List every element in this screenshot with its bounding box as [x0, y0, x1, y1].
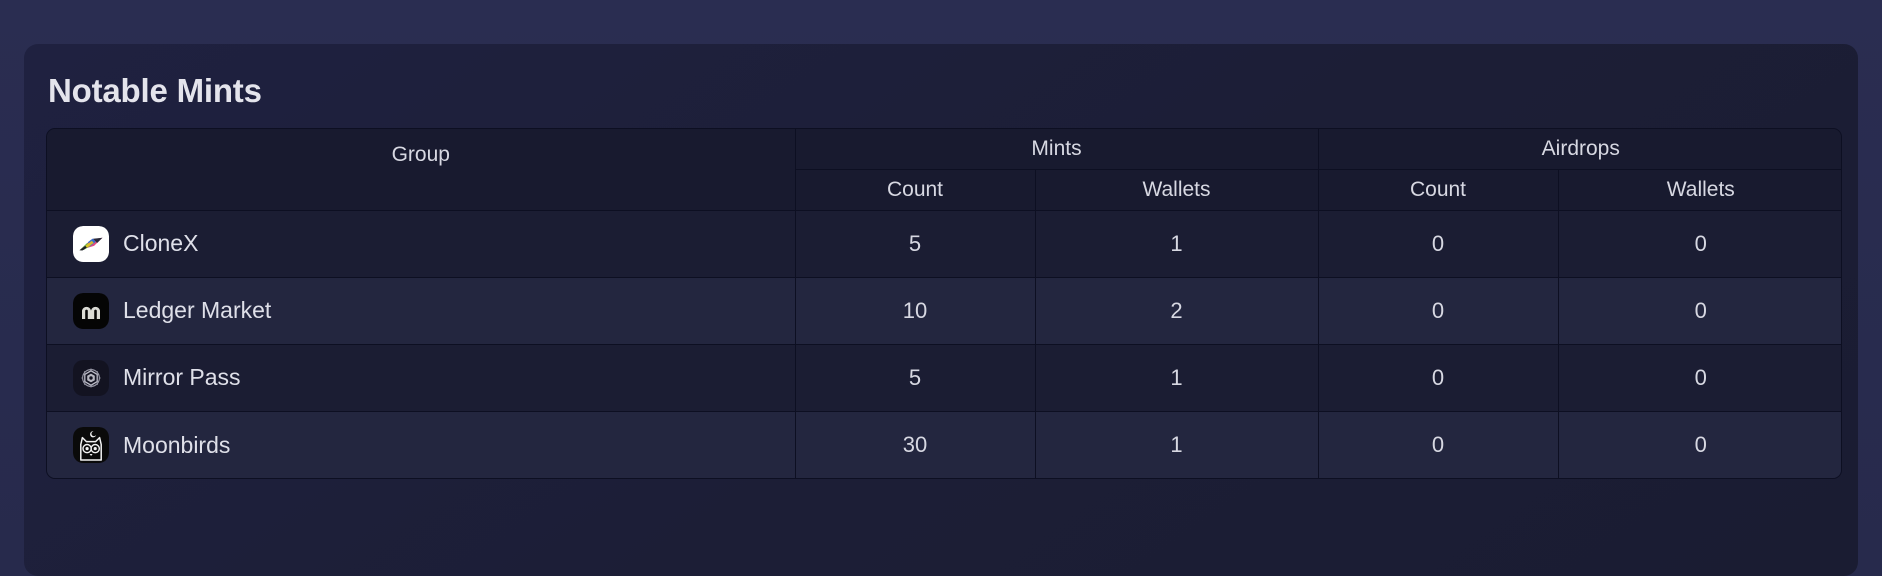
- column-header-airdrops-wallets[interactable]: Wallets: [1558, 169, 1841, 211]
- cell-airdrops-wallets: 0: [1558, 277, 1841, 345]
- cell-airdrops-wallets: 0: [1558, 210, 1841, 278]
- cell-airdrops-wallets: 0: [1558, 411, 1841, 479]
- table-header-row-sub: Count Wallets Count Wallets: [47, 169, 1841, 211]
- cell-airdrops-count: 0: [1318, 411, 1559, 479]
- clonex-avatar-icon: [73, 225, 109, 262]
- table-body: CloneX 5 1 0 0: [47, 210, 1841, 479]
- group-name-label: Mirror Pass: [123, 364, 241, 391]
- notable-mints-table: Group Mints Airdrops Count Wallets Count…: [47, 128, 1841, 479]
- notable-mints-table-container: Group Mints Airdrops Count Wallets Count…: [46, 127, 1842, 480]
- table-head: Group Mints Airdrops Count Wallets Count…: [47, 128, 1841, 211]
- column-header-group[interactable]: Group: [47, 128, 796, 211]
- moonbirds-avatar-icon: [73, 427, 109, 464]
- cell-group: CloneX: [47, 210, 796, 278]
- column-header-mints-wallets[interactable]: Wallets: [1035, 169, 1319, 211]
- cell-mints-wallets: 1: [1035, 344, 1319, 412]
- cell-group: Mirror Pass: [47, 344, 796, 412]
- cell-mints-count: 5: [795, 344, 1036, 412]
- column-header-mints-count[interactable]: Count: [795, 169, 1036, 211]
- cell-airdrops-count: 0: [1318, 277, 1559, 345]
- cell-airdrops-count: 0: [1318, 344, 1559, 412]
- column-group-header-airdrops: Airdrops: [1318, 128, 1841, 170]
- cell-mints-count: 10: [795, 277, 1036, 345]
- table-row[interactable]: Mirror Pass 5 1 0 0: [47, 344, 1841, 412]
- table-row[interactable]: Moonbirds 30 1 0 0: [47, 411, 1841, 479]
- table-row[interactable]: Ledger Market 10 2 0 0: [47, 277, 1841, 345]
- cell-group: Ledger Market: [47, 277, 796, 345]
- notable-mints-card: Notable Mints Group Mints Airdrops: [24, 44, 1858, 576]
- cell-mints-count: 5: [795, 210, 1036, 278]
- group-name-label: Moonbirds: [123, 431, 231, 458]
- ledger-market-avatar-icon: [73, 292, 109, 329]
- cell-mints-wallets: 1: [1035, 411, 1319, 479]
- cell-mints-count: 30: [795, 411, 1036, 479]
- column-group-header-mints: Mints: [795, 128, 1319, 170]
- group-name-label: Ledger Market: [123, 297, 272, 324]
- mirror-pass-avatar-icon: [73, 359, 109, 396]
- group-name-label: CloneX: [123, 230, 199, 257]
- cell-mints-wallets: 2: [1035, 277, 1319, 345]
- page-title: Notable Mints: [48, 72, 262, 109]
- cell-mints-wallets: 1: [1035, 210, 1319, 278]
- cell-group: Moonbirds: [47, 411, 796, 479]
- column-header-airdrops-count[interactable]: Count: [1318, 169, 1559, 211]
- table-row[interactable]: CloneX 5 1 0 0: [47, 210, 1841, 278]
- cell-airdrops-wallets: 0: [1558, 344, 1841, 412]
- cell-airdrops-count: 0: [1318, 210, 1559, 278]
- table-header-row-top: Group Mints Airdrops: [47, 128, 1841, 211]
